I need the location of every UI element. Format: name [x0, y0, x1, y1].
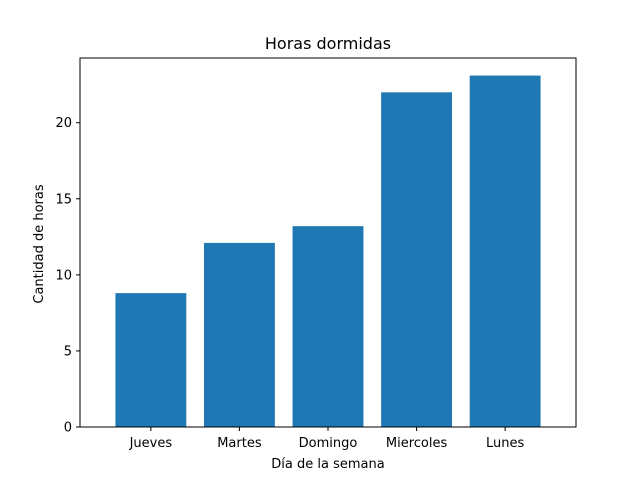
bar-jueves	[115, 293, 187, 427]
bar-martes	[204, 242, 275, 427]
x-tick-label-jueves: Jueves	[129, 436, 173, 451]
x-axis-label: Día de la semana	[271, 457, 384, 472]
y-tick-label-5: 5	[64, 344, 72, 359]
chart-title: Horas dormidas	[265, 34, 391, 53]
bar-lunes	[469, 75, 541, 427]
y-axis-label: Cantidad de horas	[32, 184, 47, 303]
x-tick-label-martes: Martes	[217, 436, 262, 451]
y-tick-label-15: 15	[55, 192, 72, 207]
bar-miercoles	[381, 92, 452, 427]
axes: 0 5 10 15 20 Jueves Martes Domingo Miercoles Lune…	[55, 57, 577, 451]
bar-domingo	[292, 226, 364, 427]
y-tick-label-20: 20	[55, 116, 72, 131]
bar-series	[115, 75, 541, 427]
y-tick-label-0: 0	[64, 421, 72, 436]
y-tick-label-10: 10	[55, 268, 72, 283]
x-tick-label-lunes: Lunes	[486, 436, 524, 451]
x-tick-label-miercoles: Miercoles	[386, 436, 448, 451]
x-tick-label-domingo: Domingo	[299, 436, 358, 451]
